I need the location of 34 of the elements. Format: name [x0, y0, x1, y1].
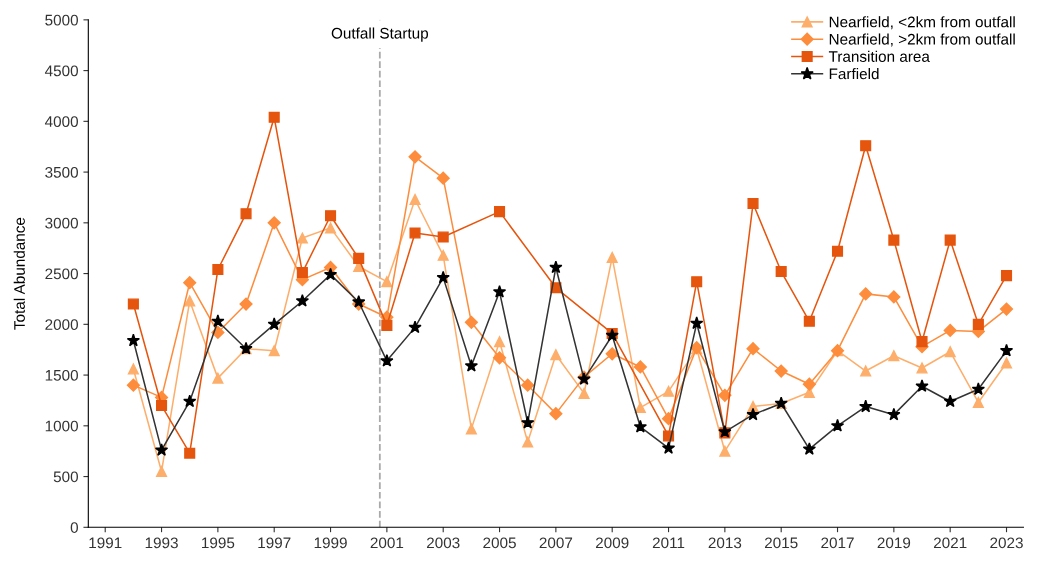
x-tick-label: 1995 — [202, 537, 235, 549]
x-tick-label: 2013 — [708, 537, 742, 549]
x-tick-label: 2005 — [483, 537, 516, 549]
y-tick-label: 4500 — [44, 65, 78, 77]
x-tick-label: 2015 — [764, 537, 798, 549]
x-tick-label: 1993 — [145, 537, 178, 549]
legend-label: Transition area — [828, 50, 930, 62]
x-tick-label: 1991 — [89, 537, 122, 549]
legend-label: Nearfield, >2km from outfall — [829, 33, 1015, 47]
x-tick-label: 2019 — [877, 537, 911, 549]
x-tick-label: 2007 — [539, 537, 573, 549]
x-tick-label: 1997 — [258, 537, 291, 549]
x-tick-label: 2023 — [990, 537, 1023, 549]
y-tick-label: 3500 — [45, 166, 78, 178]
legend-label: Nearfield, <2km from outfall — [829, 16, 1015, 30]
x-tick-label: 2009 — [595, 537, 629, 549]
x-tick-label: 1999 — [314, 537, 347, 549]
legend-label: Farfield — [829, 68, 879, 80]
y-tick-label: 4000 — [44, 116, 78, 128]
y-tick-label: 1000 — [45, 420, 78, 432]
y-tick-label: 2000 — [45, 319, 78, 331]
y-tick-label: 5000 — [45, 14, 78, 26]
y-axis-title: Total Abundance — [13, 217, 25, 330]
x-tick-label: 2003 — [426, 537, 460, 549]
x-tick-label: 2017 — [821, 537, 854, 549]
y-tick-label: 0 — [70, 522, 78, 533]
y-tick-label: 500 — [53, 471, 78, 483]
x-tick-label: 2011 — [652, 537, 685, 549]
y-tick-label: 2500 — [45, 268, 78, 280]
x-tick-label: 2021 — [933, 537, 967, 549]
x-tick-label: 2001 — [370, 537, 404, 549]
y-tick-label: 3000 — [45, 217, 78, 229]
y-tick-label: 1500 — [45, 369, 78, 381]
ref-line-label: Outfall Startup — [331, 27, 429, 42]
